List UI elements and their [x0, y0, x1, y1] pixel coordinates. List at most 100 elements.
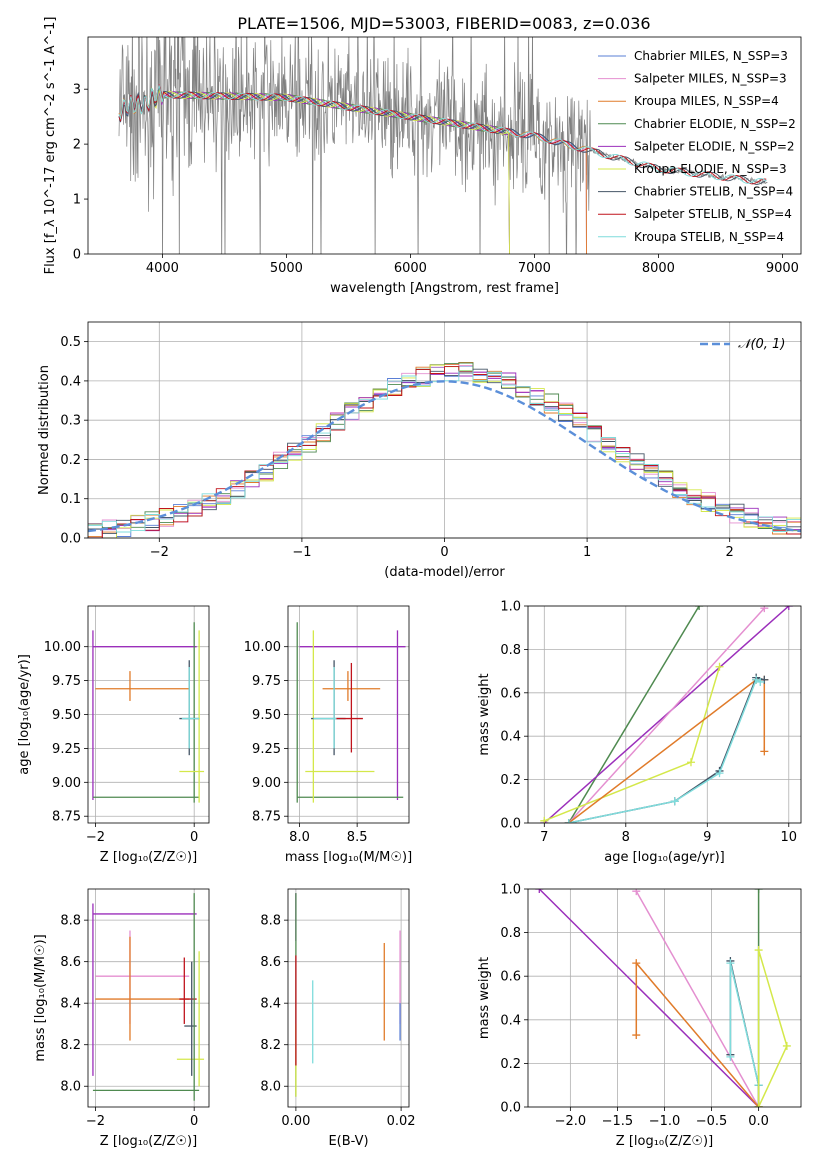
x-tick-label: 5000 — [270, 261, 303, 276]
plot-frame — [87, 36, 802, 255]
mass_vs_ebv-marks — [295, 893, 401, 1097]
mass-weight-marker — [670, 797, 679, 806]
y-tick-label: 0.8 — [500, 926, 521, 941]
legend-entry: Kroupa STELIB, N_SSP=4 — [634, 230, 784, 244]
y-tick-label: 3 — [73, 83, 81, 98]
x-axis-label: mass [log₁₀(M/M☉)] — [285, 850, 412, 865]
y-axis-label: mass weight — [477, 957, 492, 1039]
x-tick-label: 8 — [622, 830, 630, 845]
y-tick-label: 0.1 — [60, 492, 81, 507]
mass-weight-line — [568, 606, 700, 823]
mass-weight-marker — [540, 816, 549, 823]
mass_vs_Z-plot: −2 0 8.0 8.2 8.4 8.6 8.8 Z [log₁₀(Z/Z☉)] mass [l… — [33, 888, 210, 1149]
mass-weight-marker — [632, 959, 641, 968]
mass-weight-line — [729, 962, 760, 1086]
y-tick-label: 0.0 — [60, 532, 81, 547]
mass-weight-marker — [726, 1052, 735, 1061]
x-tick-label: 0 — [190, 830, 198, 845]
spectrum-marks — [118, 37, 768, 254]
mass-weight-line — [635, 890, 760, 1107]
residuals-marks — [88, 361, 801, 538]
y-tick-label: 8.4 — [260, 997, 281, 1012]
mass-weight-marker — [535, 889, 544, 893]
y-tick-label: 0.8 — [500, 643, 521, 658]
x-tick-label: −2 — [86, 1114, 105, 1129]
age_vs_mass-plot: 8.0 8.5 8.75 9.00 9.25 9.50 9.75 10.00 mass [log… — [244, 605, 412, 865]
y-tick-label: 2 — [73, 138, 81, 153]
y-tick-label: 10.00 — [244, 640, 281, 655]
y-tick-label: 9.75 — [252, 674, 281, 689]
y-tick-label: 8.75 — [52, 810, 81, 825]
y-axis-label: Flux [f_λ 10^-17 erg cm^-2 s^-1 A^-1] — [43, 17, 58, 275]
mass-weight-line — [635, 961, 760, 1107]
y-tick-label: 0.4 — [60, 374, 81, 389]
plot-frame — [287, 605, 410, 824]
mass-weight-marker — [695, 606, 704, 610]
legend-entry: 𝒩(0, 1) — [738, 337, 785, 352]
mass-weight-marker — [782, 1041, 791, 1050]
y-tick-label: 8.6 — [60, 955, 81, 970]
model-spectrum-line — [118, 85, 767, 184]
mass_weight_vs_age-marks — [540, 606, 793, 823]
x-tick-label: 8000 — [642, 261, 675, 276]
mass_vs_Z-marks — [92, 893, 205, 1101]
y-tick-label: 8.0 — [260, 1080, 281, 1095]
x-tick-label: −1 — [292, 545, 311, 560]
mass-weight-marker — [754, 889, 763, 893]
model-spectrum-line — [118, 84, 767, 185]
x-tick-label: 0.0 — [748, 1114, 769, 1129]
plot-frame — [527, 605, 802, 824]
x-tick-label: −1.0 — [649, 1114, 681, 1129]
plot-frame — [87, 605, 210, 824]
mass-weight-marker — [756, 677, 765, 686]
y-axis-label: mass [log₁₀(M/M☉)] — [33, 934, 48, 1061]
y-axis-label: age [log₁₀(age/yr)] — [17, 654, 32, 775]
legend-entry: Salpeter ELODIE, N_SSP=2 — [634, 139, 795, 153]
y-tick-label: 0.5 — [60, 335, 81, 350]
y-tick-label: 9.50 — [52, 708, 81, 723]
mass-weight-line — [757, 949, 788, 1107]
x-tick-label: 6000 — [394, 261, 427, 276]
y-axis-label: Normed distribution — [37, 365, 52, 495]
x-tick-label: 0 — [440, 545, 448, 560]
age_vs_mass-marks — [296, 622, 406, 803]
y-tick-label: 1.0 — [500, 883, 521, 898]
y-tick-label: 8.8 — [260, 914, 281, 929]
data-spectrum-line — [118, 37, 768, 254]
x-tick-label: 0.02 — [387, 1114, 416, 1129]
mass-weight-marker — [632, 889, 641, 896]
y-tick-label: 0.2 — [500, 1057, 521, 1072]
mass-weight-marker — [564, 819, 573, 823]
mass-weight-marker — [632, 1031, 641, 1040]
y-tick-label: 9.25 — [252, 742, 281, 757]
mass-weight-marker — [754, 1103, 763, 1107]
x-tick-label: 1 — [583, 545, 591, 560]
mass-weight-line — [538, 889, 760, 1107]
y-tick-label: 9.50 — [252, 708, 281, 723]
plot-frame — [527, 888, 802, 1108]
x-tick-label: −2 — [150, 545, 169, 560]
legend-entry: Kroupa MILES, N_SSP=4 — [634, 94, 779, 108]
x-tick-label: 4000 — [146, 261, 179, 276]
legend-entry: Salpeter STELIB, N_SSP=4 — [634, 207, 792, 221]
mass-weight-marker — [760, 747, 769, 756]
y-tick-label: 0.0 — [500, 1101, 521, 1116]
plot-frame — [287, 888, 410, 1108]
y-tick-label: 9.25 — [52, 742, 81, 757]
y-tick-label: 0.6 — [500, 686, 521, 701]
x-tick-label: 0 — [190, 1114, 198, 1129]
x-axis-label: wavelength [Angstrom, rest frame] — [330, 281, 559, 296]
spectrum-plot: 4000 5000 6000 7000 8000 9000 0 1 2 3 wavelength [… — [43, 17, 802, 296]
figure-title: PLATE=1506, MJD=53003, FIBERID=0083, z=0… — [237, 14, 650, 33]
legend-entry: Chabrier MILES, N_SSP=3 — [634, 49, 788, 63]
y-tick-label: 8.8 — [60, 914, 81, 929]
x-tick-label: 9 — [703, 830, 711, 845]
y-tick-label: 8.2 — [260, 1038, 281, 1053]
y-tick-label: 8.0 — [60, 1080, 81, 1095]
y-tick-label: 0.2 — [500, 773, 521, 788]
legend-entry: Kroupa ELODIE, N_SSP=3 — [634, 162, 787, 176]
y-tick-label: 0.3 — [60, 414, 81, 429]
x-axis-label: Z [log₁₀(Z/Z☉)] — [616, 1134, 713, 1149]
x-axis-label: Z [log₁₀(Z/Z☉)] — [100, 850, 197, 865]
